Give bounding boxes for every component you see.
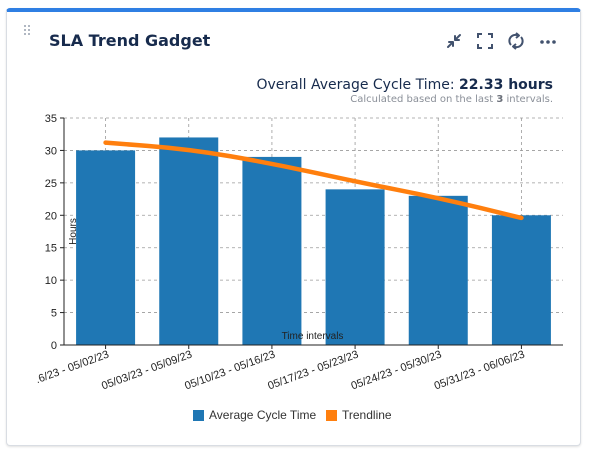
x-tick-label: 05/31/23 - 06/06/23: [433, 349, 527, 393]
y-tick-label: 15: [45, 243, 57, 255]
summary-label: Overall Average Cycle Time:: [256, 77, 455, 93]
more-icon[interactable]: [538, 31, 558, 51]
gadget-title: SLA Trend Gadget: [49, 31, 211, 50]
note-count: 3: [496, 94, 504, 105]
x-axis-title: Time intervals: [282, 331, 344, 342]
x-tick-label: 05/03/23 - 05/09/23: [100, 349, 194, 393]
trendline[interactable]: [103, 140, 524, 221]
legend-item-trendline[interactable]: Trendline: [326, 408, 392, 422]
bar[interactable]: [242, 156, 302, 345]
y-tick-label: 25: [45, 178, 57, 190]
x-tick-label: 05/10/23 - 05/16/23: [183, 349, 277, 393]
bar[interactable]: [491, 215, 551, 345]
x-tick-label: 05/17/23 - 05/23/23: [266, 349, 360, 393]
y-axis-title: Hours: [68, 218, 79, 245]
summary-value: 22.33 hours: [459, 77, 553, 93]
legend-item-average-cycle-time[interactable]: Average Cycle Time: [193, 408, 316, 422]
note-prefix: Calculated based on the last: [350, 94, 494, 105]
y-tick-label: 5: [51, 308, 57, 320]
y-tick-label: 20: [45, 210, 57, 222]
bar[interactable]: [408, 195, 468, 345]
drag-handle-icon[interactable]: [23, 24, 31, 36]
chart-legend: Average Cycle Time Trendline: [0, 408, 591, 424]
y-tick-label: 10: [45, 275, 57, 287]
note-suffix: intervals.: [506, 94, 553, 105]
y-tick-label: 0: [51, 340, 57, 352]
bar[interactable]: [325, 189, 385, 345]
bar[interactable]: [159, 137, 219, 345]
y-tick-label: 30: [45, 145, 57, 157]
bar[interactable]: [76, 150, 136, 345]
fullscreen-icon[interactable]: [475, 31, 495, 51]
legend-swatch: [193, 409, 204, 421]
minimize-icon[interactable]: [444, 31, 464, 51]
y-tick-label: 35: [45, 113, 57, 125]
x-tick-label: 05/24/23 - 05/30/23: [350, 349, 444, 393]
overall-average-summary: Overall Average Cycle Time: 22.33 hours: [256, 77, 553, 93]
legend-label: Trendline: [342, 408, 392, 422]
calculation-note: Calculated based on the last 3 intervals…: [350, 94, 553, 105]
refresh-icon[interactable]: [506, 31, 526, 51]
legend-label: Average Cycle Time: [209, 408, 317, 422]
legend-swatch: [326, 409, 337, 421]
